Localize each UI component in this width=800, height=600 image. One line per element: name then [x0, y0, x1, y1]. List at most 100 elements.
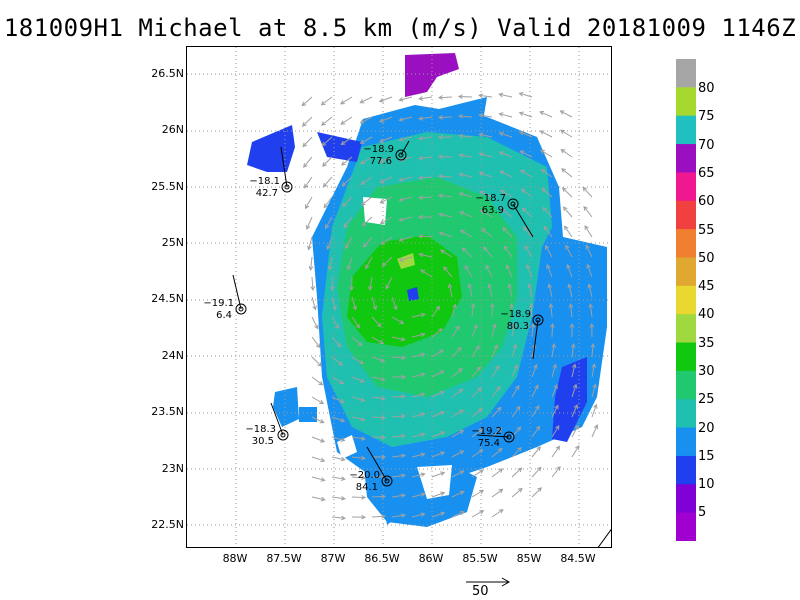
wind-vector: [500, 208, 513, 218]
wind-vector: [418, 175, 433, 181]
wind-vector: [359, 96, 373, 104]
wind-vector: [487, 283, 493, 298]
wind-vector: [351, 296, 357, 311]
wind-vector: [546, 263, 553, 278]
wind-vector: [545, 244, 553, 258]
wind-vector: [378, 96, 393, 103]
colorbar-label: 75: [698, 109, 715, 124]
wind-vector: [459, 211, 473, 218]
wind-vector: [331, 436, 346, 442]
reference-vector-arrow: [466, 577, 511, 587]
wind-vector: [378, 136, 393, 143]
wind-vector: [411, 492, 426, 498]
colorbar: [676, 59, 696, 541]
wind-vector: [551, 363, 557, 378]
wind-vector: [311, 396, 325, 405]
wind-vector: [438, 193, 453, 199]
wind-vector: [591, 363, 597, 378]
wind-vector: [349, 276, 354, 292]
wind-vector: [351, 455, 366, 461]
wind-vector: [303, 156, 313, 168]
colorbar-segment: [676, 484, 696, 514]
wind-vector: [359, 156, 373, 165]
wind-vector: [391, 394, 407, 399]
y-tick-label: 26.5N: [151, 67, 184, 80]
wind-vector: [417, 214, 433, 220]
station-temperature: −18.9: [363, 144, 394, 155]
dropsonde-stations: −18.977.6−18.142.7 −18.763.9−19.16.4 −18.9…: [203, 140, 544, 493]
wind-vector: [391, 374, 407, 380]
wind-vector: [583, 205, 593, 218]
page-title: 181009H1 Michael at 8.5 km (m/s) Valid 2…: [3, 14, 797, 42]
wind-vector: [371, 395, 386, 401]
wind-vector: [311, 456, 326, 463]
wind-vector: [591, 383, 597, 398]
x-tick-label: 87.5W: [266, 552, 302, 565]
wind-vector: [351, 396, 366, 403]
wind-vector: [550, 322, 555, 338]
station-wind-speed: 42.7: [256, 188, 278, 199]
wind-vector: [467, 283, 473, 298]
wind-vector: [551, 445, 561, 458]
wind-vector: [457, 113, 473, 119]
wind-vector: [551, 465, 561, 478]
wind-vector: [481, 228, 493, 238]
wind-vector: [431, 349, 444, 358]
wind-vector: [541, 187, 553, 198]
x-tick-label: 86W: [418, 552, 444, 565]
wind-vector: [431, 305, 441, 318]
wind-vector: [471, 366, 482, 378]
wind-vector: [371, 454, 387, 460]
wind-vector: [470, 303, 476, 318]
wind-field-region: [552, 357, 587, 442]
station-temperature: −18.7: [475, 193, 506, 204]
wind-vector: [431, 411, 445, 418]
station-marker: [503, 431, 515, 443]
wind-vector: [458, 153, 473, 158]
wind-vector: [331, 456, 346, 462]
wind-vector: [511, 385, 520, 398]
wind-vector: [381, 256, 393, 267]
station-marker: [281, 181, 293, 193]
wind-vector: [360, 176, 373, 185]
wind-vector: [459, 229, 473, 238]
wind-vector: [566, 263, 573, 278]
y-tick-label: 22.5N: [151, 518, 184, 531]
wind-vector: [471, 345, 480, 358]
colorbar-label: 25: [698, 392, 715, 407]
wind-vector: [418, 135, 433, 141]
wind-vector: [568, 303, 574, 318]
wind-vector: [329, 276, 335, 292]
wind-vector: [539, 130, 553, 138]
wind-vector: [519, 131, 533, 138]
wind-vector: [526, 264, 533, 278]
wind-vector: [437, 173, 453, 179]
wind-vector: [561, 187, 573, 198]
wind-vector: [458, 133, 473, 139]
station-marker-inner: [238, 306, 244, 312]
wind-vector: [391, 493, 406, 498]
wind-vector: [361, 216, 373, 227]
wind-vector: [398, 256, 413, 262]
wind-vector: [385, 276, 393, 290]
wind-vector: [498, 151, 513, 158]
wind-vector: [331, 296, 337, 311]
wind-vector: [531, 446, 541, 458]
data-gap: [363, 197, 387, 225]
wind-vector: [391, 453, 406, 459]
wind-vector: [431, 390, 445, 398]
wind-vector: [411, 472, 426, 478]
wind-vector: [440, 249, 453, 258]
wind-vector: [391, 316, 405, 324]
wind-vector: [548, 303, 554, 318]
wind-vector: [531, 384, 539, 398]
wind-vector: [379, 216, 393, 224]
wind-vector: [325, 216, 333, 230]
station-marker: [235, 303, 247, 315]
wind-vector: [371, 356, 386, 363]
wind-vector: [308, 256, 314, 271]
wind-vector: [531, 363, 538, 378]
wind-vector: [471, 469, 484, 478]
wind-vector: [379, 176, 393, 184]
wind-field-region: [299, 407, 317, 422]
